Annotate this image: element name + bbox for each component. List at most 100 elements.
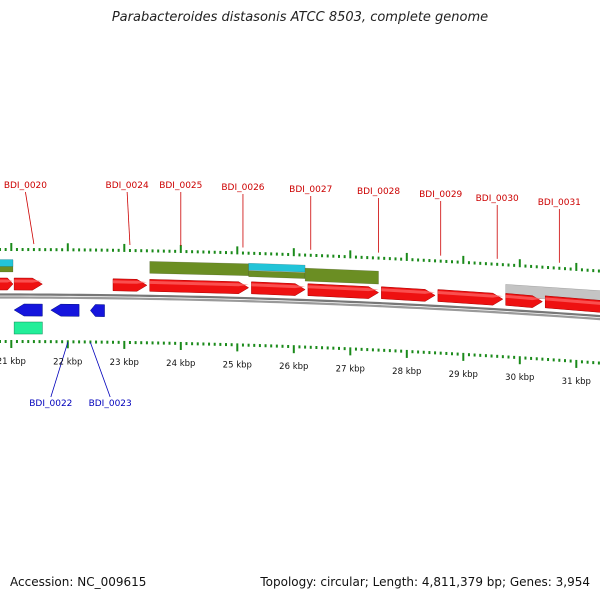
- tick-mark: [445, 351, 448, 355]
- tick-mark: [400, 349, 403, 353]
- tick-mark: [456, 352, 459, 356]
- tick-mark: [467, 261, 470, 265]
- tick-mark: [586, 360, 589, 364]
- tick-mark: [247, 343, 250, 347]
- tick-mark: [383, 348, 386, 352]
- tick-mark: [507, 355, 510, 359]
- tick-mark: [49, 340, 52, 344]
- tick-mark: [179, 341, 182, 350]
- tick-mark: [524, 356, 527, 360]
- tick-mark: [157, 249, 160, 253]
- tick-mark: [174, 341, 177, 345]
- tick-mark: [213, 250, 216, 254]
- forward-gene-highlight: [113, 280, 147, 284]
- tick-mark: [202, 342, 205, 346]
- tick-mark: [106, 340, 109, 344]
- forward-gene-highlight: [307, 285, 379, 292]
- tick-mark: [343, 347, 346, 351]
- tick-mark: [535, 357, 538, 361]
- tick-mark: [304, 253, 307, 257]
- tick-mark: [112, 340, 114, 344]
- tick-mark: [394, 257, 397, 261]
- tick-mark: [484, 354, 487, 358]
- tick-mark: [27, 340, 30, 344]
- tick-mark: [208, 342, 211, 346]
- tick-mark: [185, 342, 188, 346]
- tick-mark: [467, 353, 470, 357]
- tick-mark: [140, 341, 143, 345]
- tick-mark: [0, 248, 1, 251]
- tick-mark: [479, 261, 482, 265]
- tick-mark: [83, 340, 86, 344]
- tick-mark: [38, 248, 41, 252]
- tick-mark: [89, 340, 92, 344]
- tick-mark: [411, 350, 414, 354]
- tick-mark: [117, 248, 120, 252]
- tick-mark: [72, 248, 75, 252]
- reverse-gene-arrow: [90, 304, 105, 317]
- tick-mark: [32, 248, 35, 252]
- tick-mark: [535, 265, 538, 269]
- tick-mark: [434, 259, 437, 263]
- forward-gene-highlight: [505, 294, 543, 301]
- tick-mark: [462, 352, 465, 361]
- tick-mark: [117, 340, 120, 344]
- tick-mark: [145, 341, 148, 345]
- tick-mark: [547, 266, 550, 270]
- tick-mark: [360, 255, 363, 259]
- tick-mark: [213, 342, 216, 346]
- tick-mark: [241, 251, 244, 255]
- tick-mark: [569, 267, 572, 271]
- tick-mark: [513, 263, 516, 267]
- tick-mark: [428, 351, 431, 355]
- backbone-line-inner: [0, 296, 600, 321]
- gene-label: BDI_0025: [159, 181, 202, 191]
- gene-label-leader: [50, 342, 69, 398]
- tick-mark: [270, 252, 273, 256]
- tick-mark: [66, 340, 69, 349]
- tick-mark: [61, 340, 64, 344]
- forward-gene-track: [0, 277, 600, 313]
- tick-mark: [225, 343, 227, 347]
- tick-mark: [315, 346, 318, 350]
- tick-mark: [151, 341, 154, 345]
- tick-mark: [597, 269, 600, 273]
- tick-mark: [264, 344, 267, 348]
- tick-mark: [106, 248, 109, 252]
- scale-label: 23 kbp: [110, 358, 139, 368]
- gene-label: BDI_0027: [289, 185, 332, 195]
- tick-mark: [253, 251, 256, 255]
- tick-mark: [38, 340, 41, 344]
- genome-summary-text: Topology: circular; Length: 4,811,379 bp…: [260, 575, 590, 589]
- forward-gene-highlight: [251, 283, 306, 289]
- tick-track: [0, 243, 600, 368]
- tick-mark: [321, 346, 324, 350]
- tick-mark: [552, 358, 555, 362]
- tick-mark: [338, 346, 340, 350]
- tick-mark: [21, 340, 24, 344]
- tick-mark: [524, 264, 527, 268]
- tick-mark: [66, 243, 69, 252]
- tick-mark: [473, 353, 476, 357]
- tick-mark: [360, 347, 363, 351]
- tick-mark: [321, 254, 324, 258]
- tick-mark: [326, 254, 329, 258]
- olive-band: [149, 261, 249, 276]
- scale-label: 22 kbp: [53, 357, 82, 367]
- tick-mark: [55, 340, 58, 344]
- forward-gene-highlight: [149, 280, 249, 287]
- tick-mark: [95, 248, 98, 252]
- tick-mark: [55, 248, 58, 252]
- tick-mark: [530, 356, 533, 360]
- tick-mark: [10, 243, 13, 252]
- forward-gene-highlight: [14, 279, 43, 283]
- tick-mark: [185, 250, 188, 254]
- forward-gene-highlight: [437, 291, 503, 298]
- tick-mark: [196, 250, 199, 254]
- tick-mark: [564, 267, 566, 271]
- tick-mark: [309, 345, 312, 349]
- tick-mark: [309, 253, 312, 257]
- tick-mark: [4, 248, 7, 252]
- tick-mark: [15, 248, 18, 252]
